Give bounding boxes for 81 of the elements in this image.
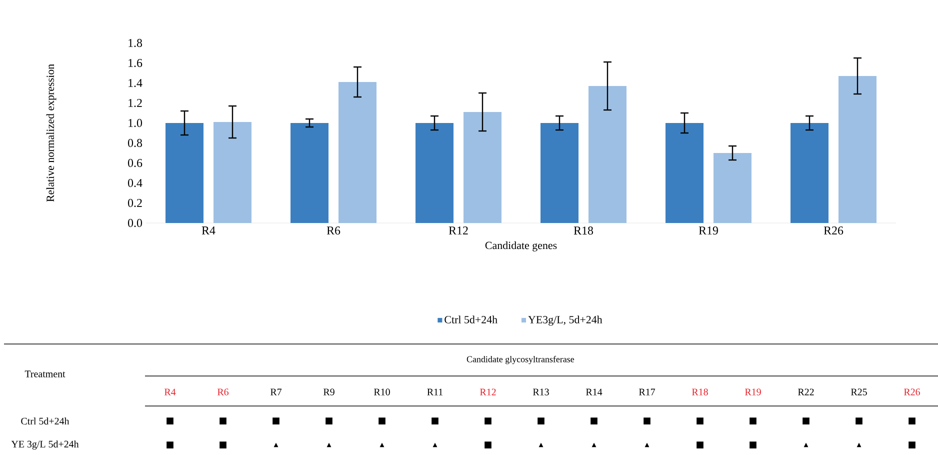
text: ■: [802, 418, 810, 424]
x-tick-label: R18: [574, 226, 594, 235]
text: ■: [696, 418, 704, 424]
text: ■: [856, 418, 862, 424]
category-label: R26: [904, 388, 920, 396]
category-label: R14: [586, 388, 602, 396]
bar: [416, 122, 454, 223]
category-label: YE 3g/L 5d+24h: [11, 440, 79, 450]
bar: [838, 76, 877, 223]
text: ■: [484, 418, 492, 424]
legend-label: YE3g/L, 5d+24h: [528, 316, 602, 326]
category-label: R25: [850, 388, 867, 396]
y-tick-label: 0.0: [128, 218, 142, 228]
text: ■: [166, 418, 174, 424]
text: ■: [220, 418, 226, 424]
text: ■: [696, 442, 704, 448]
text: ■: [220, 442, 226, 448]
text: ■: [750, 418, 756, 424]
text: ■: [484, 442, 492, 448]
text: ▴: [856, 442, 862, 448]
y-tick-label: 0.8: [128, 138, 142, 148]
legend-label: Ctrl 5d+24h: [444, 316, 498, 324]
bar: [588, 86, 627, 223]
category-label: Ctrl 5d+24h: [21, 417, 70, 424]
text: ■: [908, 442, 916, 448]
text: ▴: [432, 442, 438, 448]
bar: [666, 122, 704, 223]
category-label: R19: [744, 388, 761, 396]
category-label: R12: [480, 388, 496, 396]
x-axis-title: Candidate genes: [485, 241, 557, 252]
bar: [338, 82, 377, 223]
text: ▴: [644, 442, 650, 448]
text: ■: [590, 418, 598, 424]
x-tick-label: R12: [448, 226, 468, 234]
text: ■: [166, 442, 174, 448]
text: ▴: [274, 442, 278, 448]
category-label: R4: [164, 388, 176, 396]
text: ■: [326, 418, 332, 424]
y-tick-label: 0.2: [128, 198, 142, 208]
category-label: R13: [532, 388, 549, 396]
text: ▴: [804, 442, 808, 448]
text: ▴: [592, 442, 596, 448]
category-label: R7: [270, 388, 282, 396]
text: ▴: [326, 442, 332, 448]
text: ■: [272, 418, 280, 424]
text: ▴: [380, 442, 384, 448]
category-label: R22: [798, 388, 814, 396]
bar: [714, 152, 752, 223]
category-label: R9: [323, 388, 334, 396]
y-tick-label: 1.2: [128, 98, 142, 108]
text: ■: [432, 418, 438, 424]
category-label: R18: [692, 388, 708, 396]
bar: [214, 122, 252, 223]
text: ■: [908, 418, 916, 424]
category-label: R10: [374, 388, 390, 396]
x-tick-label: R6: [326, 226, 340, 235]
x-tick-label: R4: [202, 226, 216, 234]
y-axis-title: Relative normalized expression: [46, 64, 56, 202]
bar: [540, 122, 579, 223]
y-tick-label: 1.4: [128, 78, 142, 88]
y-tick-label: 1.6: [128, 58, 142, 68]
text: Candidate glycosyltransferase: [466, 356, 574, 364]
text: ■: [538, 418, 544, 424]
y-tick-label: 1.8: [128, 38, 142, 48]
bar: [790, 122, 829, 223]
bar: [290, 122, 328, 223]
y-tick-label: 1.0: [128, 118, 142, 128]
bar: [166, 122, 204, 223]
category-label: R17: [638, 388, 656, 396]
category-label: R6: [217, 388, 229, 396]
bar: [464, 112, 502, 223]
text: ▴: [538, 442, 544, 448]
y-tick-label: 0.4: [128, 178, 142, 188]
y-tick-label: 0.6: [128, 158, 142, 168]
text: ■: [378, 418, 386, 424]
text: Treatment: [24, 370, 66, 378]
text: ■: [750, 442, 756, 448]
text: ■: [644, 418, 650, 424]
x-tick-label: R26: [824, 226, 844, 235]
x-tick-label: R19: [698, 226, 718, 235]
category-label: R11: [427, 388, 443, 396]
